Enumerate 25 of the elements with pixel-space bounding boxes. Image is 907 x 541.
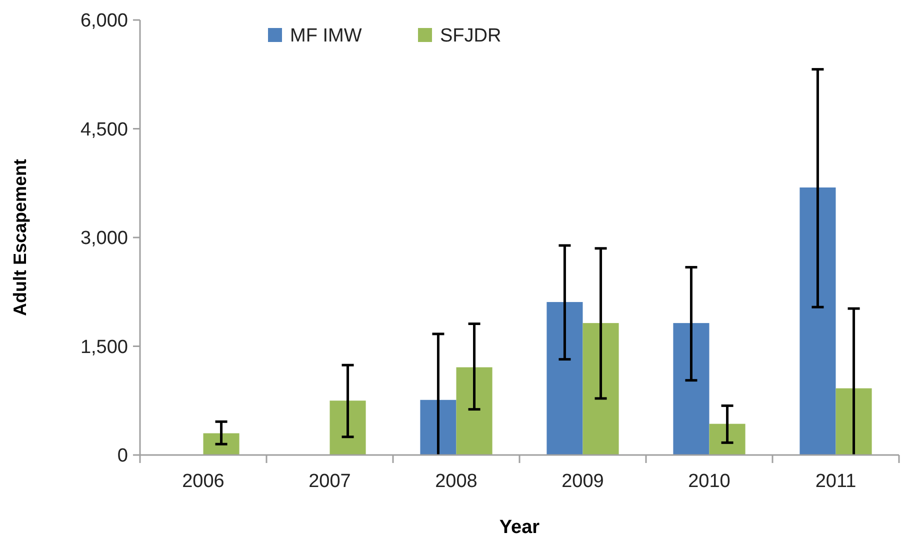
legend-label: SFJDR	[440, 26, 502, 47]
legend-label: MF IMW	[290, 26, 362, 47]
y-tick-label: 4,500	[80, 119, 128, 140]
x-tick-label: 2006	[182, 471, 224, 492]
bar	[420, 400, 456, 455]
bar	[673, 323, 710, 455]
x-tick-label: 2011	[815, 471, 856, 492]
y-axis-title: Adult Escapement	[10, 158, 30, 316]
bar	[709, 424, 746, 455]
bar	[203, 433, 240, 455]
x-tick-label: 2010	[688, 471, 730, 492]
bar	[836, 388, 872, 455]
x-tick-label: 2007	[308, 471, 351, 492]
y-tick-label: 0	[117, 446, 128, 467]
bar	[330, 400, 366, 455]
y-tick-label: 3,000	[80, 228, 128, 250]
bar	[800, 187, 836, 455]
y-tick-label: 6,000	[80, 10, 128, 32]
x-axis-title: Year	[499, 517, 540, 538]
x-tick-label: 2009	[562, 471, 604, 492]
bar	[582, 323, 619, 455]
y-tick-label: 1,500	[80, 336, 128, 358]
bar	[456, 367, 492, 455]
bar	[546, 302, 583, 455]
x-tick-label: 2008	[435, 471, 478, 492]
